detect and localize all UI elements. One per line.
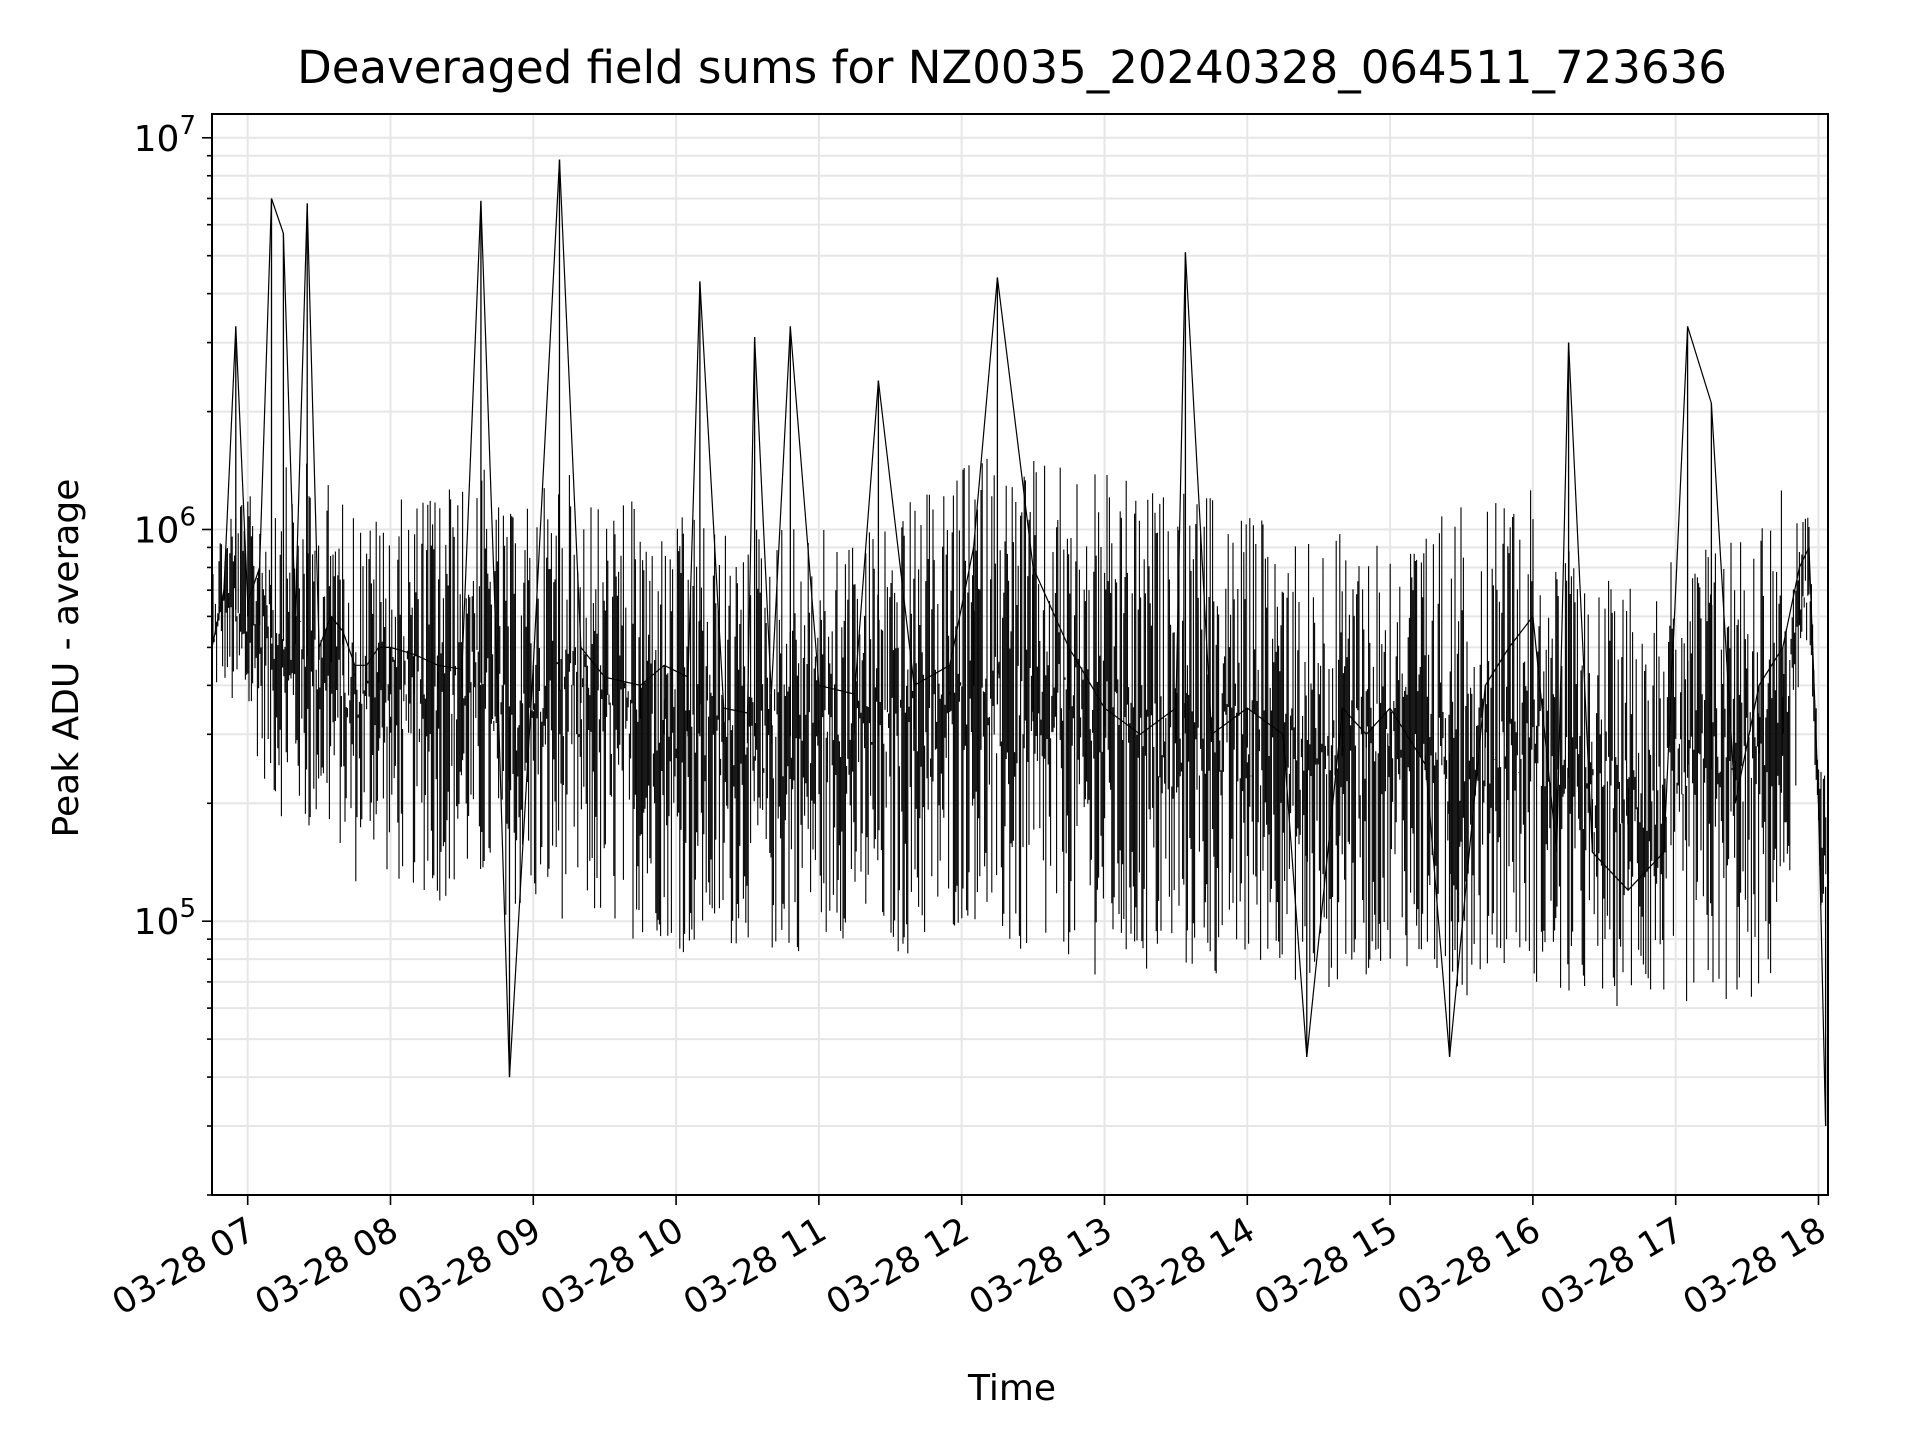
- series-line: [211, 159, 1827, 1127]
- y-tick-base: 10: [134, 119, 180, 160]
- y-tick-exponent: 7: [179, 111, 196, 141]
- y-tick-base: 10: [134, 510, 180, 551]
- plot-area: [211, 159, 1827, 1127]
- chart-title: Deaveraged field sums for NZ0035_2024032…: [297, 41, 1727, 94]
- x-axis-label: Time: [967, 1368, 1056, 1409]
- y-tick-label: 107: [134, 111, 196, 160]
- axes-frame: [211, 113, 1829, 1196]
- y-tick-label: 105: [134, 894, 196, 943]
- y-axis-label: Peak ADU - average: [46, 479, 87, 838]
- y-tick-exponent: 6: [179, 502, 196, 532]
- y-tick-exponent: 5: [179, 894, 196, 924]
- y-tick-base: 10: [134, 902, 180, 943]
- y-tick-label: 106: [134, 502, 196, 551]
